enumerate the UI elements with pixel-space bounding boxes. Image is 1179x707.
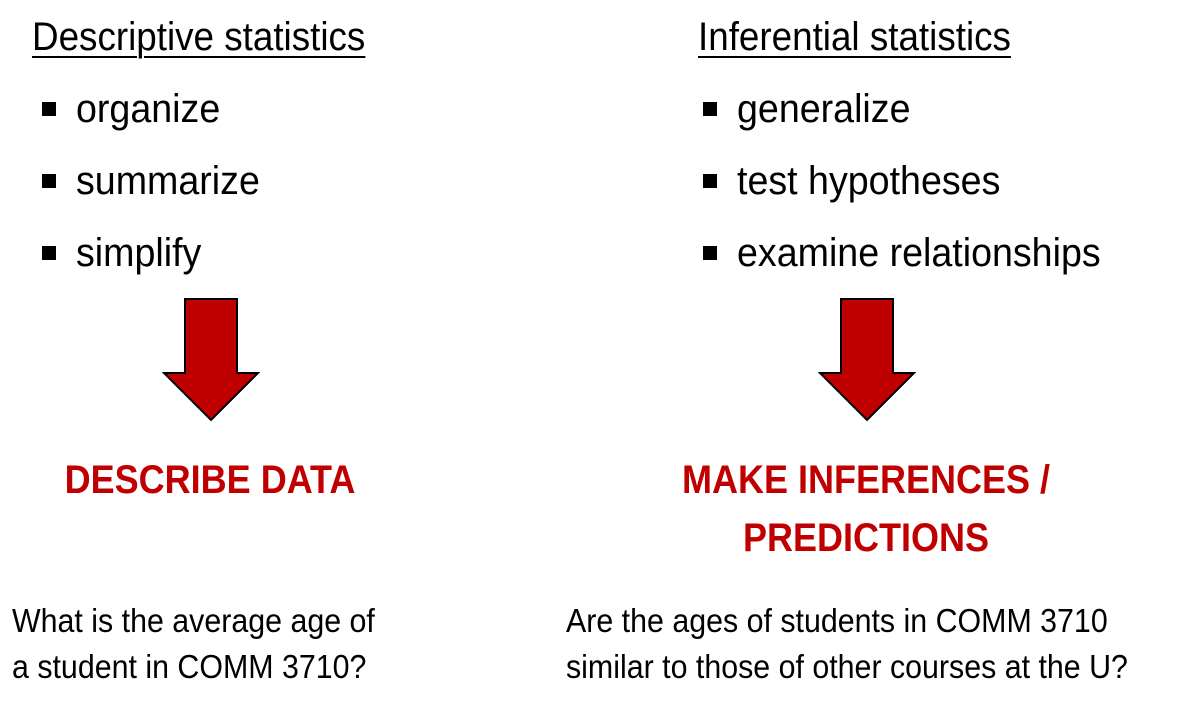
inferential-title: Inferential statistics <box>698 15 1011 59</box>
example-line: Are the ages of students in COMM 3710 <box>566 602 1108 639</box>
bullet-label: test hypotheses <box>737 159 1001 203</box>
square-bullet-icon <box>42 102 56 116</box>
bullet-label: simplify <box>76 231 202 275</box>
square-bullet-icon <box>703 102 717 116</box>
square-bullet-icon <box>42 246 56 260</box>
example-line: similar to those of other courses at the… <box>566 648 1128 685</box>
bullet-label: generalize <box>737 87 911 131</box>
bullet-label: examine relationships <box>737 231 1101 275</box>
describe-data-label: DESCRIBE DATA <box>64 458 356 502</box>
outcome-line: MAKE INFERENCES / <box>681 458 1051 502</box>
descriptive-example-question: What is the average age of a student in … <box>12 598 375 690</box>
descriptive-title: Descriptive statistics <box>32 15 366 59</box>
square-bullet-icon <box>703 174 717 188</box>
down-arrow-icon <box>162 298 260 422</box>
outcome-line: PREDICTIONS <box>742 516 990 560</box>
inferential-example-question: Are the ages of students in COMM 3710 si… <box>566 598 1128 690</box>
bullet-label: summarize <box>76 159 260 203</box>
example-line: What is the average age of <box>12 602 375 639</box>
make-inferences-label: MAKE INFERENCES / PREDICTIONS <box>641 451 1091 567</box>
down-arrow-icon <box>818 298 916 422</box>
square-bullet-icon <box>703 246 717 260</box>
example-line: a student in COMM 3710? <box>12 648 367 685</box>
bullet-label: organize <box>76 87 221 131</box>
square-bullet-icon <box>42 174 56 188</box>
